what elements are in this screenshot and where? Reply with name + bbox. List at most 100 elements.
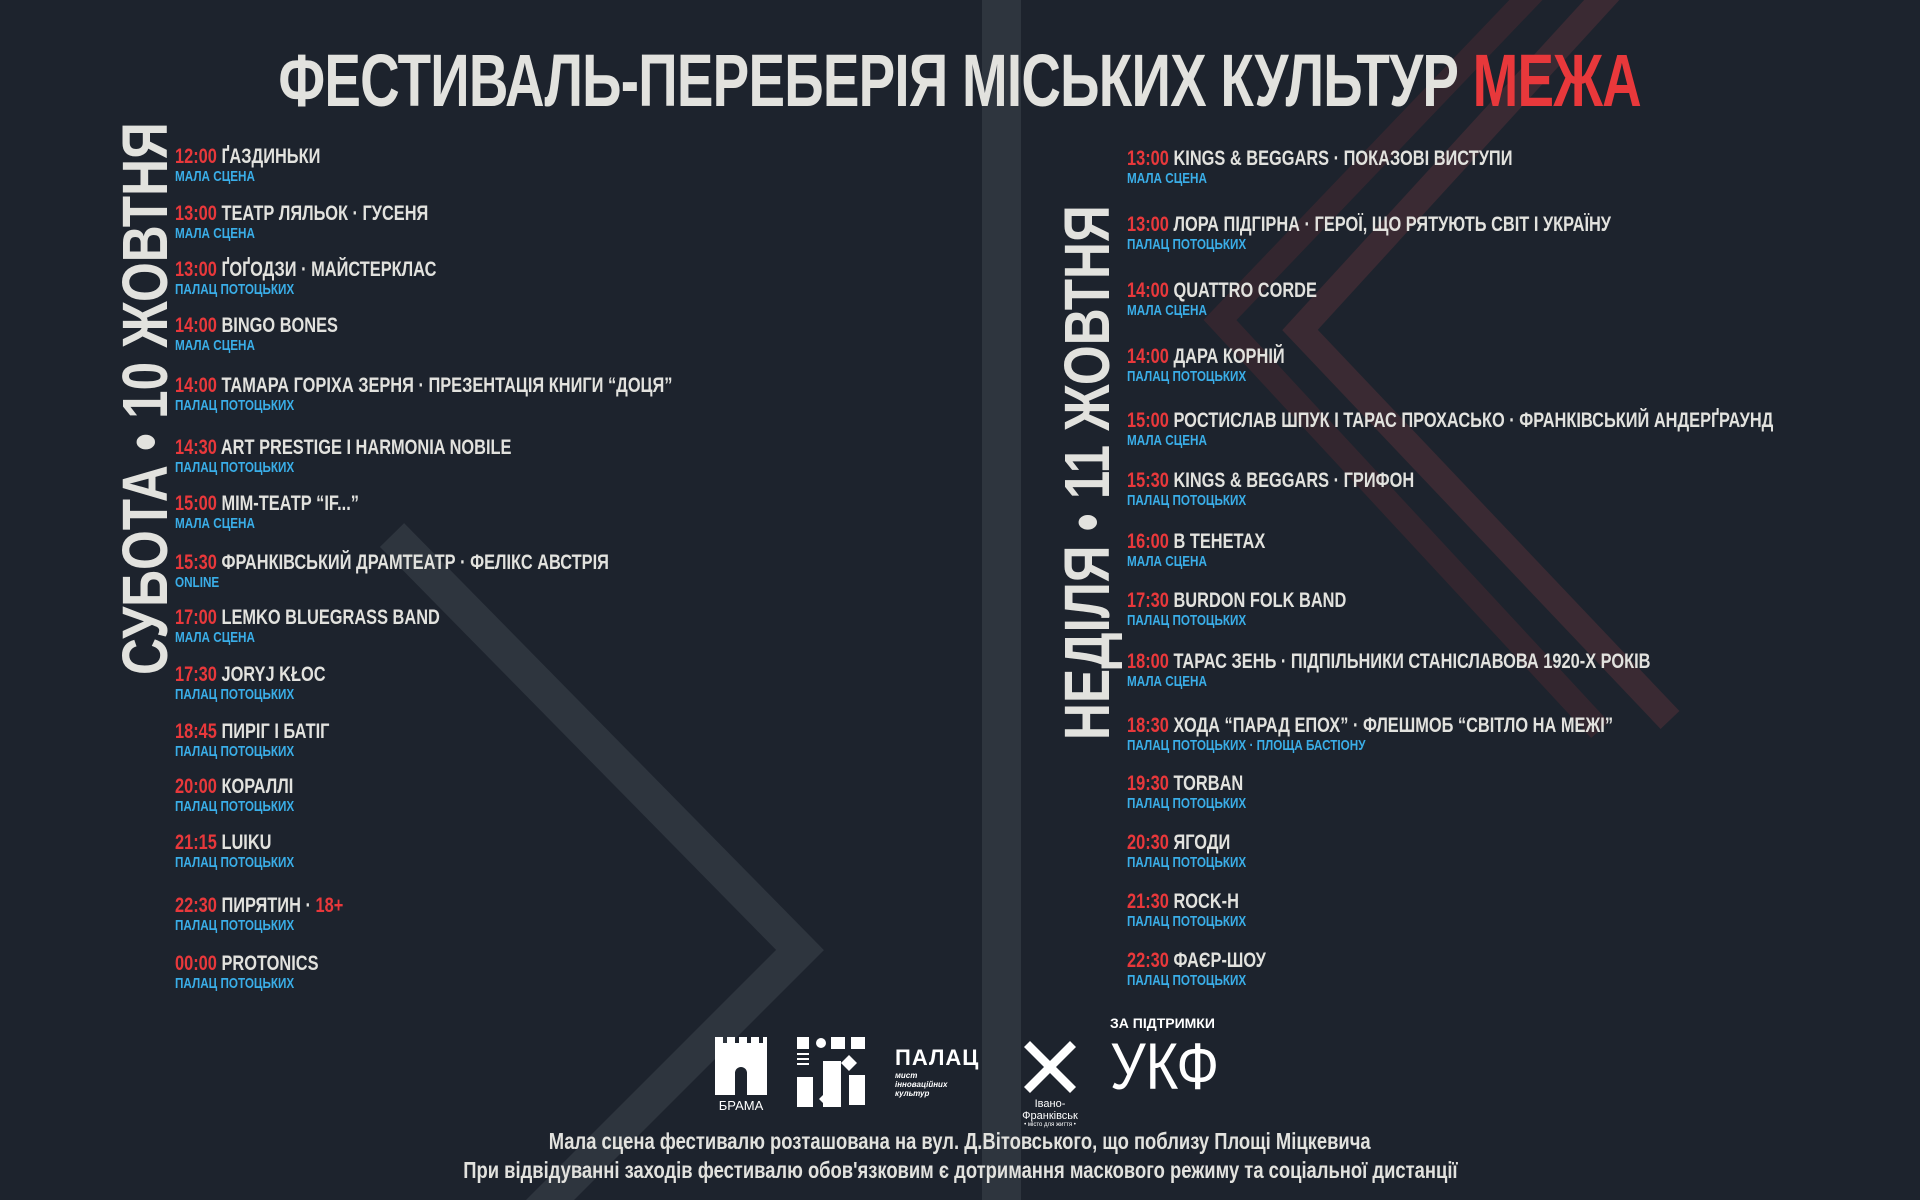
event-time: 21:15 [175, 831, 217, 854]
event-title: ТАМАРА ГОРІХА ЗЕРНЯ · ПРЕЗЕНТАЦІЯ КНИГИ … [221, 374, 673, 397]
event-title: BINGO BONES [221, 314, 338, 337]
schedule-entry: 14:30 ART PRESTIGE І HARMONIA NOBILE ПАЛА… [175, 437, 511, 477]
event-title: ҐАЗДИНЬКИ [221, 145, 321, 168]
event-title: PROTONICS [221, 952, 319, 975]
event-time: 18:45 [175, 720, 217, 743]
event-venue: ПАЛАЦ ПОТОЦЬКИХ [1127, 612, 1247, 629]
schedule-entry: 14:00 QUATTRO CORDE МАЛА СЦЕНА [1127, 280, 1317, 320]
event-time: 17:30 [175, 663, 217, 686]
age-badge: 18+ [315, 894, 344, 917]
event-venue: МАЛА СЦЕНА [1127, 302, 1207, 319]
event-venue: МАЛА СЦЕНА [1127, 432, 1207, 449]
event-venue: ПАЛАЦ ПОТОЦЬКИХ · ПЛОЩА БАСТІОНУ [1127, 737, 1366, 754]
schedule-entry: 16:00 В ТЕНЕТАХ МАЛА СЦЕНА [1127, 531, 1265, 571]
event-venue: ПАЛАЦ ПОТОЦЬКИХ [175, 798, 295, 815]
event-venue: ПАЛАЦ ПОТОЦЬКИХ [175, 743, 295, 760]
schedule-entry: 13:00 KINGS & BEGGARS · ПОКАЗОВІ ВИСТУПИ… [1127, 148, 1512, 188]
event-title: ПИРІГ І БАТІГ [221, 720, 330, 743]
palac-logo: ПАЛАЦ мист інноваційних культур [895, 1045, 980, 1098]
footer-note-safety: При відвідуванні заходів фестивалю обов'… [462, 1157, 1458, 1183]
event-time: 15:30 [1127, 469, 1169, 492]
title-main: ФЕСТИВАЛЬ-ПЕРЕБЕРІЯ МІСЬКИХ КУЛЬТУР [278, 39, 1460, 122]
schedule-entry: 20:00 КОРАЛЛІ ПАЛАЦ ПОТОЦЬКИХ [175, 776, 294, 816]
event-time: 15:00 [1127, 409, 1169, 432]
event-title: KINGS & BEGGARS · ГРИФОН [1173, 469, 1415, 492]
event-time: 18:30 [1127, 714, 1169, 737]
schedule-entry: 15:00 РОСТИСЛАВ ШПУК І ТАРАС ПРОХАСЬКО ·… [1127, 410, 1773, 450]
event-venue: ПАЛАЦ ПОТОЦЬКИХ [1127, 492, 1247, 509]
gray-chevron [379, 523, 824, 1200]
event-time: 00:00 [175, 952, 217, 975]
museum-logo [797, 1037, 867, 1112]
event-title: ХОДА “ПАРАД ЕПОХ” · ФЛЕШМОБ “СВІТЛО НА М… [1173, 714, 1614, 737]
event-title: МІМ-ТЕАТР “IF...” [221, 492, 359, 515]
schedule-entry: 13:00 ТЕАТР ЛЯЛЬОК · ГУСЕНЯ МАЛА СЦЕНА [175, 203, 428, 243]
red-chevron-inner [1203, 0, 1609, 739]
event-venue: МАЛА СЦЕНА [1127, 170, 1207, 187]
event-title: ЯГОДИ [1173, 831, 1231, 854]
event-venue: ПАЛАЦ ПОТОЦЬКИХ [175, 397, 295, 414]
sunday-heading: НЕДІЛЯ • 11 ЖОВТНЯ [1051, 205, 1123, 741]
ukf-logo: ЗА ПІДТРИМКИ УКФ [1110, 1015, 1220, 1103]
event-time: 22:30 [175, 894, 217, 917]
event-venue: ПАЛАЦ ПОТОЦЬКИХ [175, 854, 295, 871]
schedule-entry: 21:30 ROCK-H ПАЛАЦ ПОТОЦЬКИХ [1127, 891, 1246, 931]
schedule-entry: 20:30 ЯГОДИ ПАЛАЦ ПОТОЦЬКИХ [1127, 832, 1246, 872]
event-title: ҐОҐОДЗИ · МАЙСТЕРКЛАС [221, 258, 437, 281]
event-time: 18:00 [1127, 650, 1169, 673]
event-time: 15:30 [175, 551, 217, 574]
saturday-heading: СУБОТА • 10 ЖОВТНЯ [109, 122, 181, 675]
schedule-entry: 17:30 JORYJ KŁOC ПАЛАЦ ПОТОЦЬКИХ [175, 664, 326, 704]
event-time: 14:00 [1127, 279, 1169, 302]
event-title: LEMKO BLUEGRASS BAND [221, 606, 440, 629]
event-venue: МАЛА СЦЕНА [1127, 553, 1207, 570]
event-time: 12:00 [175, 145, 217, 168]
event-venue: ПАЛАЦ ПОТОЦЬКИХ [175, 281, 295, 298]
event-title: ФРАНКІВСЬКИЙ ДРАМТЕАТР · ФЕЛІКС АВСТРІЯ [221, 551, 609, 574]
event-title: ПИРЯТИН · [221, 894, 311, 917]
event-time: 14:30 [175, 436, 217, 459]
event-venue: МАЛА СЦЕНА [175, 168, 255, 185]
schedule-entry: 18:00 ТАРАС ЗЕНЬ · ПІДПІЛЬНИКИ СТАНІСЛАВ… [1127, 651, 1651, 691]
event-venue: ПАЛАЦ ПОТОЦЬКИХ [1127, 854, 1247, 871]
schedule-entry: 15:00 МІМ-ТЕАТР “IF...” МАЛА СЦЕНА [175, 493, 359, 533]
schedule-entry: 17:30 BURDON FOLK BAND ПАЛАЦ ПОТОЦЬКИХ [1127, 590, 1346, 630]
event-time: 13:00 [175, 258, 217, 281]
vertical-stripe [982, 0, 1021, 1200]
schedule-entry: 22:30 ФАЄР-ШОУ ПАЛАЦ ПОТОЦЬКИХ [1127, 950, 1266, 990]
event-title: ЛОРА ПІДГІРНА · ГЕРОЇ, ЩО РЯТУЮТЬ СВІТ І… [1173, 213, 1612, 236]
schedule-entry: 15:30 KINGS & BEGGARS · ГРИФОН ПАЛАЦ ПОТО… [1127, 470, 1414, 510]
schedule-entry: 19:30 TORBAN ПАЛАЦ ПОТОЦЬКИХ [1127, 773, 1246, 813]
red-chevron-outer [1282, 0, 1680, 729]
event-venue: ПАЛАЦ ПОТОЦЬКИХ [175, 459, 295, 476]
event-time: 15:00 [175, 492, 217, 515]
schedule-entry: 12:00 ҐАЗДИНЬКИ МАЛА СЦЕНА [175, 146, 320, 186]
schedule-entry: 22:30 ПИРЯТИН · 18+ ПАЛАЦ ПОТОЦЬКИХ [175, 895, 343, 935]
event-venue: МАЛА СЦЕНА [175, 515, 255, 532]
schedule-entry: 18:45 ПИРІГ І БАТІГ ПАЛАЦ ПОТОЦЬКИХ [175, 721, 329, 761]
sponsor-logos: БРАМА ПАЛАЦ мист інноваційних культур Ів… [0, 1015, 1920, 1128]
event-venue: МАЛА СЦЕНА [175, 629, 255, 646]
event-venue: ONLINE [175, 574, 220, 591]
event-venue: МАЛА СЦЕНА [175, 337, 255, 354]
event-time: 14:00 [175, 374, 217, 397]
event-venue: ПАЛАЦ ПОТОЦЬКИХ [1127, 913, 1247, 930]
event-time: 13:00 [1127, 147, 1169, 170]
event-title: KINGS & BEGGARS · ПОКАЗОВІ ВИСТУПИ [1173, 147, 1513, 170]
event-title: ДАРА КОРНІЙ [1173, 345, 1285, 368]
event-title: ROCK-H [1173, 890, 1239, 913]
event-title: LUIKU [221, 831, 272, 854]
event-time: 21:30 [1127, 890, 1169, 913]
schedule-entry: 18:30 ХОДА “ПАРАД ЕПОХ” · ФЛЕШМОБ “СВІТЛ… [1127, 715, 1613, 755]
event-title: BURDON FOLK BAND [1173, 589, 1347, 612]
event-title: РОСТИСЛАВ ШПУК І ТАРАС ПРОХАСЬКО · ФРАНК… [1173, 409, 1774, 432]
event-title: КОРАЛЛІ [221, 775, 294, 798]
event-title: ТЕАТР ЛЯЛЬОК · ГУСЕНЯ [221, 202, 429, 225]
schedule-entry: 14:00 ТАМАРА ГОРІХА ЗЕРНЯ · ПРЕЗЕНТАЦІЯ … [175, 375, 672, 415]
event-title: TORBAN [1173, 772, 1244, 795]
event-time: 13:00 [1127, 213, 1169, 236]
event-title: JORYJ KŁOC [221, 663, 326, 686]
brama-logo: БРАМА [713, 1037, 769, 1113]
event-time: 20:00 [175, 775, 217, 798]
